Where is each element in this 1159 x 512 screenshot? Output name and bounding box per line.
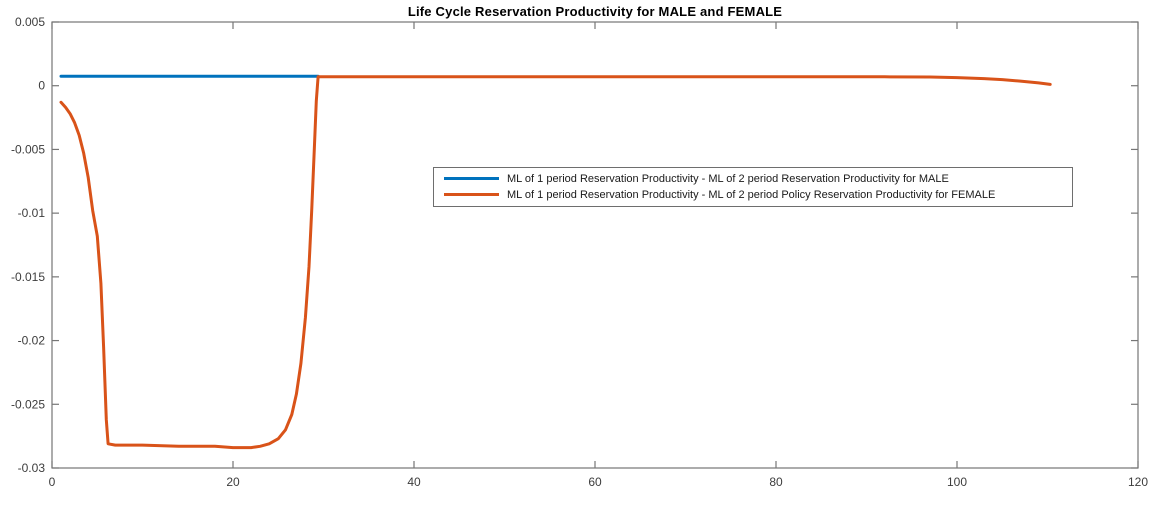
legend-entry-male: ML of 1 period Reservation Productivity … — [444, 171, 1064, 186]
x-tick-label: 0 — [49, 475, 56, 489]
series-line-female — [59, 75, 1052, 450]
x-tick-label: 80 — [769, 475, 783, 489]
x-tick-label: 20 — [226, 475, 240, 489]
y-tick-label: -0.025 — [11, 397, 45, 411]
legend: ML of 1 period Reservation Productivity … — [433, 167, 1073, 207]
y-tick-label: -0.01 — [18, 206, 46, 220]
x-tick-label: 100 — [947, 475, 967, 489]
legend-line-sample-male — [444, 177, 499, 180]
x-tick-label: 40 — [407, 475, 421, 489]
legend-entry-female: ML of 1 period Reservation Productivity … — [444, 187, 1064, 202]
y-tick-label: -0.005 — [11, 142, 45, 156]
axes-box — [51, 21, 1139, 469]
y-tick-label: 0 — [38, 79, 45, 93]
legend-label-female: ML of 1 period Reservation Productivity … — [507, 188, 996, 201]
legend-label-male: ML of 1 period Reservation Productivity … — [507, 172, 949, 185]
y-tick-label: -0.02 — [18, 334, 46, 348]
x-tick-label: 60 — [588, 475, 602, 489]
chart-title: Life Cycle Reservation Productivity for … — [407, 4, 783, 19]
y-tick-label: -0.03 — [18, 461, 46, 475]
legend-line-sample-female — [444, 193, 499, 196]
y-tick-label: -0.015 — [11, 270, 45, 284]
x-tick-label: 120 — [1128, 475, 1148, 489]
y-tick-label: 0.005 — [15, 15, 45, 29]
